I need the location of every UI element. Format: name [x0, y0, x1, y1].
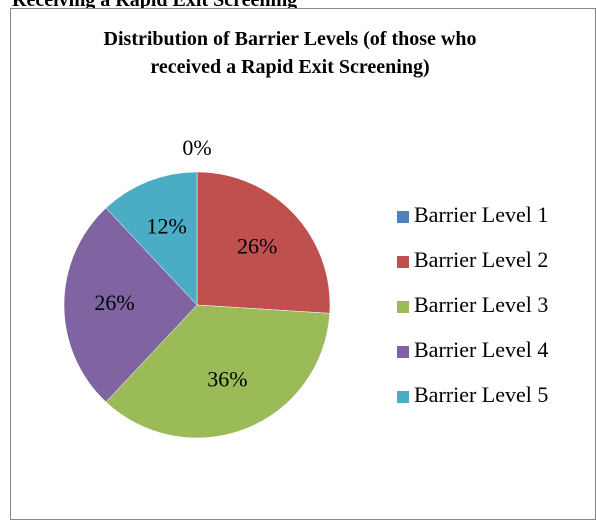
data-label: 26%	[94, 290, 134, 315]
pie-slice	[105, 304, 331, 439]
legend-swatch	[397, 211, 409, 223]
legend-label: Barrier Level 1	[414, 202, 548, 227]
legend-label: Barrier Level 2	[414, 247, 548, 272]
data-label: 26%	[237, 234, 277, 259]
legend-swatch	[397, 256, 409, 268]
legend-label: Barrier Level 3	[414, 292, 548, 317]
data-label: 0%	[182, 135, 211, 160]
data-label: 36%	[207, 367, 247, 392]
legend-swatch	[397, 391, 409, 403]
legend-swatch	[397, 346, 409, 358]
chart-title: Distribution of Barrier Levels (of those…	[103, 28, 477, 78]
pie-slice	[196, 171, 331, 314]
legend-swatch	[397, 301, 409, 313]
pie-slice	[63, 207, 198, 403]
pie-slice	[105, 171, 198, 306]
data-label: 12%	[146, 213, 186, 238]
legend-label: Barrier Level 5	[414, 382, 548, 407]
legend-label: Barrier Level 4	[414, 337, 548, 362]
header-title: Receiving a Rapid Exit Screening	[12, 0, 298, 11]
